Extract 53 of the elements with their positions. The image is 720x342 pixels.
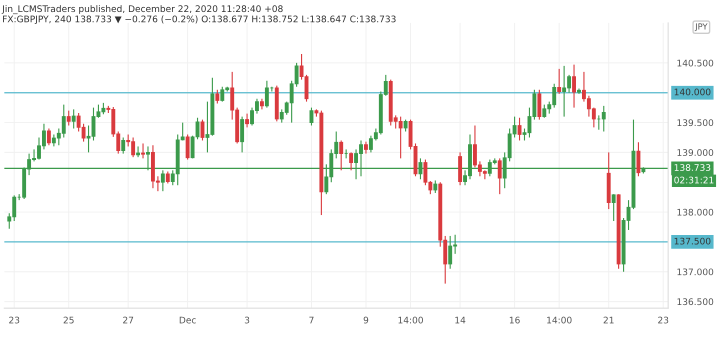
x-tick-label: 7 <box>309 316 314 324</box>
y-tick-label: 139.000 <box>677 149 714 156</box>
candlestick <box>537 89 542 120</box>
x-tick-label: 27 <box>123 316 134 324</box>
candlestick <box>364 141 368 154</box>
x-tick-label: 23 <box>9 316 20 324</box>
chart-subtitle: FX:GBPJPY, 240 138.733 ▼ −0.276 (−0.2%) O:138.677 H:138.752 L:138.647 C:138.733 <box>3 15 396 24</box>
x-tick-label: 25 <box>64 316 74 324</box>
candlestick <box>215 89 220 104</box>
ref-line-label: 138.733 <box>674 164 710 171</box>
candlestick <box>557 68 562 94</box>
candlestick <box>518 117 522 142</box>
candlestick <box>200 119 204 142</box>
x-tick-label: 23 <box>658 316 668 324</box>
candlestick <box>166 170 170 184</box>
y-tick-label: 139.500 <box>677 119 714 126</box>
candlestick <box>260 98 264 110</box>
y-tick-label: 136.500 <box>677 298 714 306</box>
x-tick-label: 14:00 <box>398 316 423 324</box>
chart-title: Jin_LCMSTraders published, December 22, 2020 11:28:40 +08 <box>2 5 283 14</box>
candlestick <box>339 140 344 171</box>
candlestick <box>498 158 502 195</box>
candlestick <box>572 64 576 108</box>
candlestick <box>245 113 250 128</box>
candlestick <box>404 119 408 132</box>
y-tick-label: 140.500 <box>677 60 714 66</box>
candlestick <box>433 180 438 194</box>
candlestick <box>349 152 354 171</box>
x-tick-label: 14 <box>455 316 466 324</box>
x-tick-label: 9 <box>364 316 368 324</box>
text: 02:31:21 <box>674 176 714 184</box>
candlestick <box>136 146 140 158</box>
y-tick-label: 137.000 <box>677 268 714 276</box>
candlestick <box>72 108 76 130</box>
y-tick-label: 138.000 <box>677 208 714 216</box>
candlestick <box>602 105 606 132</box>
candlestick <box>240 116 244 153</box>
x-tick-label: 21 <box>604 316 614 324</box>
candlestick <box>121 136 126 154</box>
candlestick <box>612 194 616 222</box>
x-tick-label: 14:00 <box>547 316 572 324</box>
ref-line-label: 137.500 <box>674 238 710 245</box>
text: JPY <box>694 23 708 32</box>
candlestick <box>186 134 190 160</box>
candlestick <box>66 110 71 126</box>
x-tick-label: 16 <box>510 316 520 324</box>
x-tick-label: 3 <box>244 316 250 324</box>
candlestick <box>310 107 314 126</box>
x-tick-label: Dec <box>180 316 196 324</box>
ref-line-label: 140.000 <box>674 88 710 96</box>
candlestick <box>141 142 145 159</box>
candlestick <box>636 142 640 177</box>
candlestick <box>46 128 51 146</box>
